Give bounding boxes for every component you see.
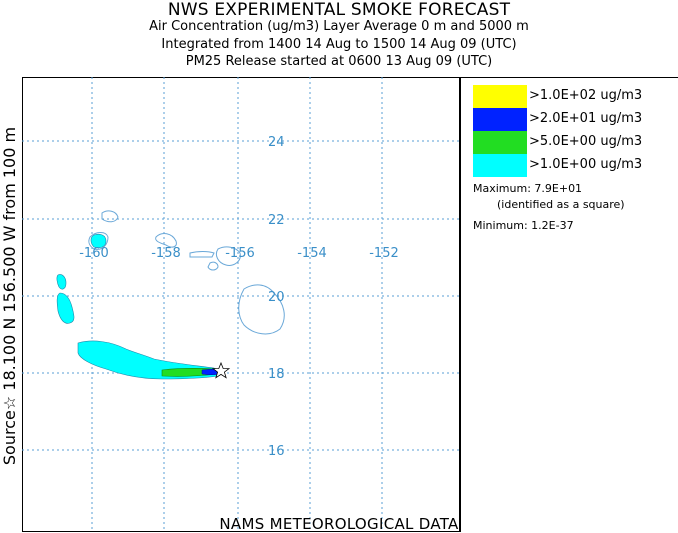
source-location-label: Source☆ 18.100 N 156.500 W from 100 m bbox=[0, 126, 19, 466]
legend-label: >1.0E+02 ug/m3 bbox=[529, 88, 643, 103]
maximum-value: Maximum: 7.9E+01 bbox=[473, 182, 583, 195]
lon-label-160: -160 bbox=[79, 246, 109, 261]
plume-cyan-oahu-fragment bbox=[90, 233, 107, 249]
lat-label-24: 24 bbox=[268, 135, 285, 150]
lat-labels: 24 22 20 18 16 bbox=[268, 135, 285, 459]
concentration-subtitle: Air Concentration (ug/m3) Layer Average … bbox=[149, 19, 529, 34]
legend-swatch-green bbox=[473, 131, 527, 154]
lon-label-158: -158 bbox=[151, 246, 181, 261]
lon-label-156: -156 bbox=[225, 246, 255, 261]
chart-title: NWS EXPERIMENTAL SMOKE FORECAST bbox=[167, 0, 511, 20]
legend-panel: >1.0E+02 ug/m3 >2.0E+01 ug/m3 >5.0E+00 u… bbox=[460, 77, 678, 532]
legend-swatch-blue bbox=[473, 108, 527, 131]
coast-niihau-north bbox=[101, 210, 119, 223]
legend-swatch-yellow bbox=[473, 85, 527, 108]
legend-label: >5.0E+00 ug/m3 bbox=[529, 134, 643, 149]
release-start: PM25 Release started at 0600 13 Aug 09 (… bbox=[185, 54, 493, 69]
plume-cyan-kauai-south bbox=[56, 292, 75, 324]
legend-label: >2.0E+01 ug/m3 bbox=[529, 111, 643, 126]
lon-label-154: -154 bbox=[297, 246, 327, 261]
coastlines bbox=[88, 210, 285, 335]
coast-oahu bbox=[155, 233, 177, 248]
minimum-value: Minimum: 1.2E-37 bbox=[473, 219, 574, 232]
coast-kahoolawe bbox=[207, 261, 219, 271]
coast-hawaii bbox=[238, 284, 285, 335]
lon-labels: -160 -158 -156 -154 -152 bbox=[79, 246, 399, 261]
data-source-footer: NAMS METEOROLOGICAL DATA bbox=[219, 515, 459, 533]
maximum-note: (identified as a square) bbox=[497, 198, 625, 211]
lat-label-22: 22 bbox=[268, 213, 285, 228]
coast-maui bbox=[215, 246, 241, 266]
integration-period: Integrated from 1400 14 Aug to 1500 14 A… bbox=[161, 37, 517, 52]
grid-lines bbox=[22, 77, 460, 532]
lat-label-16: 16 bbox=[268, 444, 285, 459]
coast-molokai bbox=[189, 251, 215, 258]
plume-cyan-kauai-north bbox=[56, 274, 67, 290]
lat-label-20: 20 bbox=[268, 290, 285, 305]
smoke-map: 24 22 20 18 16 -160 -158 -156 -154 -152 bbox=[22, 77, 460, 532]
lat-label-18: 18 bbox=[268, 367, 285, 382]
legend-label: >1.0E+00 ug/m3 bbox=[529, 157, 643, 172]
source-star-icon bbox=[211, 361, 231, 379]
lon-label-152: -152 bbox=[369, 246, 399, 261]
legend-swatch-cyan bbox=[473, 154, 527, 177]
map-frame bbox=[22, 77, 460, 532]
coast-kauai bbox=[88, 232, 109, 250]
